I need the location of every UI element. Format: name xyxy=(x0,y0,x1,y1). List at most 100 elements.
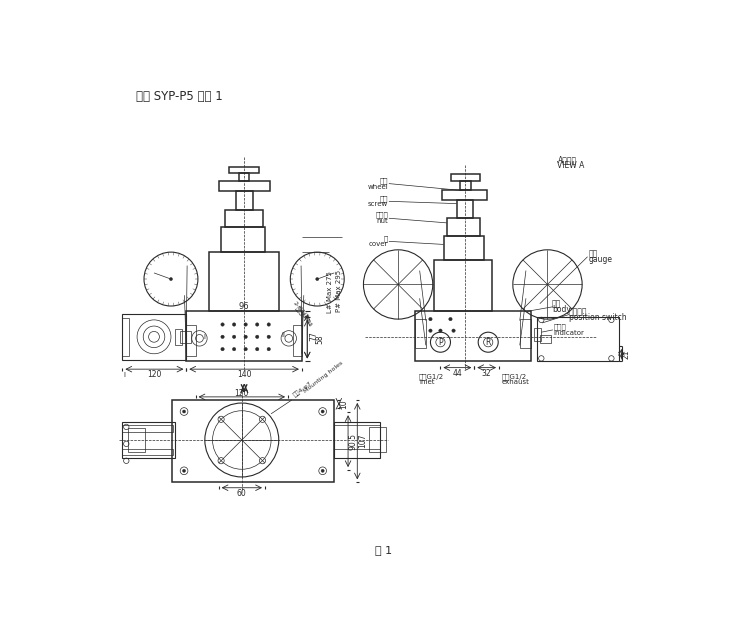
Text: 120: 120 xyxy=(148,370,162,379)
Bar xyxy=(451,174,481,181)
Bar xyxy=(537,317,619,362)
Bar xyxy=(520,319,530,348)
Bar xyxy=(122,314,187,360)
Circle shape xyxy=(255,335,259,339)
Text: 90.5: 90.5 xyxy=(349,433,358,450)
Bar xyxy=(175,329,182,345)
Text: R: R xyxy=(485,338,491,346)
Bar xyxy=(443,236,484,260)
Text: screw: screw xyxy=(368,202,388,207)
Text: 指示器: 指示器 xyxy=(554,323,566,330)
Circle shape xyxy=(232,348,236,351)
Text: 螺杆: 螺杆 xyxy=(380,195,388,202)
Text: I: I xyxy=(204,334,206,340)
Text: 96: 96 xyxy=(239,302,249,311)
Text: A向视图: A向视图 xyxy=(557,155,577,164)
Bar xyxy=(122,449,173,456)
Text: nut: nut xyxy=(376,218,388,225)
Circle shape xyxy=(244,335,247,339)
Text: 32: 32 xyxy=(482,369,491,378)
Text: 订货 SYP-P5 见图 1: 订货 SYP-P5 见图 1 xyxy=(136,91,222,103)
Text: tubes: tubes xyxy=(300,312,314,327)
Text: wheel: wheel xyxy=(367,184,388,189)
Bar xyxy=(334,422,380,459)
Bar xyxy=(122,426,173,431)
Circle shape xyxy=(183,470,186,472)
Bar xyxy=(442,189,488,200)
Circle shape xyxy=(321,470,324,472)
Text: 接管口: 接管口 xyxy=(294,306,304,317)
Text: A: A xyxy=(240,383,249,396)
Text: 77: 77 xyxy=(309,332,318,341)
Bar xyxy=(446,218,481,236)
Circle shape xyxy=(267,335,270,339)
Text: cover: cover xyxy=(369,241,388,248)
Text: inlet: inlet xyxy=(419,379,434,385)
Text: 进油G1/2: 进油G1/2 xyxy=(419,374,444,380)
Circle shape xyxy=(267,323,270,326)
Circle shape xyxy=(221,348,224,351)
Text: indicator: indicator xyxy=(554,330,584,336)
Text: 排油G1/2: 排油G1/2 xyxy=(501,374,527,380)
Bar xyxy=(293,325,302,356)
Circle shape xyxy=(232,335,236,339)
Circle shape xyxy=(321,410,324,413)
Text: 安装4-φ7: 安装4-φ7 xyxy=(292,380,313,398)
Bar xyxy=(210,252,279,311)
Circle shape xyxy=(439,329,442,332)
Bar xyxy=(236,191,252,210)
Bar xyxy=(219,181,270,191)
Bar xyxy=(533,327,542,341)
Text: 120: 120 xyxy=(234,389,249,397)
Text: II: II xyxy=(282,332,285,338)
Text: 10: 10 xyxy=(339,399,348,408)
Text: 107: 107 xyxy=(358,434,367,449)
Circle shape xyxy=(169,278,172,281)
Bar xyxy=(221,228,265,252)
Circle shape xyxy=(183,410,186,413)
Text: 图 1: 图 1 xyxy=(375,545,392,555)
Text: 盖: 盖 xyxy=(383,235,388,242)
Circle shape xyxy=(316,278,319,281)
Bar xyxy=(187,325,195,356)
Text: 压表: 压表 xyxy=(588,249,598,258)
Text: 锁紧母: 锁紧母 xyxy=(375,212,388,218)
Bar xyxy=(229,167,258,173)
Circle shape xyxy=(255,348,259,351)
Text: 21: 21 xyxy=(622,349,631,359)
Text: position switch: position switch xyxy=(569,313,627,322)
Text: 阀体: 阀体 xyxy=(552,299,561,308)
Text: VIEW A: VIEW A xyxy=(557,161,585,170)
Text: body: body xyxy=(552,306,571,315)
Text: I: I xyxy=(123,373,125,378)
Text: 齿轮: 齿轮 xyxy=(380,177,388,184)
Circle shape xyxy=(255,323,259,326)
Text: 44: 44 xyxy=(452,369,462,378)
Bar xyxy=(239,173,249,181)
Bar xyxy=(415,319,426,348)
Circle shape xyxy=(221,335,224,339)
Text: 2-G1/2: 2-G1/2 xyxy=(292,300,310,320)
Bar xyxy=(122,318,130,356)
Text: 位置开关: 位置开关 xyxy=(569,307,587,316)
Circle shape xyxy=(428,318,432,321)
Text: P: P xyxy=(438,338,443,346)
Circle shape xyxy=(267,348,270,351)
Bar xyxy=(181,330,191,343)
Circle shape xyxy=(449,318,452,321)
Bar xyxy=(369,427,386,452)
Text: exhaust: exhaust xyxy=(501,379,529,385)
Text: L# Max 275: L# Max 275 xyxy=(327,271,333,313)
Bar xyxy=(122,422,175,459)
Circle shape xyxy=(232,323,236,326)
Bar xyxy=(187,311,302,362)
Bar xyxy=(461,181,471,189)
Bar xyxy=(540,336,551,343)
Text: gauge: gauge xyxy=(588,255,612,264)
Circle shape xyxy=(244,323,247,326)
Text: 140: 140 xyxy=(237,370,252,379)
Text: 60: 60 xyxy=(237,489,246,498)
Circle shape xyxy=(428,329,432,332)
Circle shape xyxy=(221,323,224,326)
Bar xyxy=(434,260,492,311)
